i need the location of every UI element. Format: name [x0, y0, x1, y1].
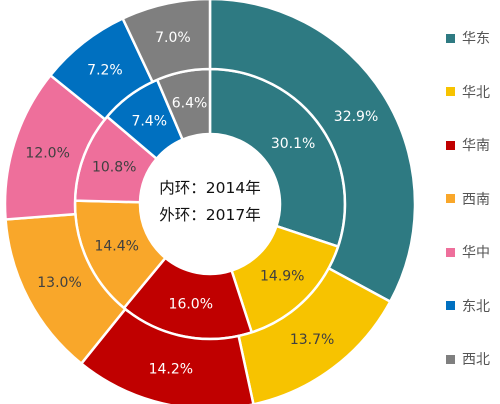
inner-ring-label-5: 10.8% — [92, 159, 136, 175]
inner-ring-label-6: 7.4% — [131, 113, 167, 129]
legend-label: 西南 — [462, 191, 490, 208]
legend-label: 华南 — [462, 138, 490, 154]
outer-ring-label-5: 12.0% — [25, 146, 69, 162]
legend-swatch — [446, 140, 455, 150]
legend-label: 华东 — [462, 31, 490, 47]
inner-ring-label-3: 16.0% — [169, 297, 213, 313]
legend-swatch — [446, 354, 455, 364]
inner-ring-label-1: 30.1% — [271, 136, 315, 152]
legend-item-5: 华中 — [446, 242, 500, 262]
legend-label: 西北 — [462, 352, 490, 368]
outer-ring-label-6: 7.2% — [87, 62, 123, 78]
slice-group — [3, 0, 417, 404]
legend-swatch — [446, 301, 455, 310]
outer-ring-label-7: 7.0% — [155, 30, 191, 46]
nested-donut-chart: 30.1% 14.9% 16.0% 14.4% 10.8% 7.4% 6.4% 32.9% 13… — [3, 0, 417, 404]
outer-ring-label-4: 13.0% — [37, 275, 81, 291]
legend-item-1: 华东 — [446, 28, 500, 48]
outer-ring-slice-7 — [121, 0, 212, 84]
inner-ring-label-4: 14.4% — [94, 238, 138, 254]
legend-label: 华北 — [462, 84, 490, 101]
legend-swatch — [446, 247, 455, 257]
outer-ring-slice-1 — [208, 0, 417, 304]
outer-ring-label-3: 14.2% — [149, 361, 193, 377]
center-label-inner-ring: 内环：2014年 — [159, 179, 260, 197]
legend: 华东华北华南西南华中东北西北 — [446, 28, 500, 403]
legend-item-6: 东北 — [446, 296, 500, 316]
outer-ring-label-2: 13.7% — [290, 332, 334, 348]
inner-ring-label-7: 6.4% — [172, 96, 208, 112]
legend-swatch — [446, 194, 455, 203]
legend-label: 东北 — [462, 298, 490, 315]
legend-swatch — [446, 33, 455, 43]
outer-ring-label-1: 32.9% — [334, 109, 378, 125]
legend-item-4: 西南 — [446, 189, 500, 209]
outer-ring-slice-2 — [237, 266, 392, 404]
center-label-outer-ring: 外环：2017年 — [159, 206, 260, 224]
legend-label: 华中 — [462, 245, 490, 261]
legend-item-3: 华南 — [446, 135, 500, 155]
label-group: 30.1% 14.9% 16.0% 14.4% 10.8% 7.4% 6.4% 32.9% 13… — [25, 30, 378, 377]
inner-ring-label-2: 14.9% — [260, 269, 304, 285]
legend-swatch — [446, 87, 455, 96]
legend-item-2: 华北 — [446, 82, 500, 102]
legend-item-7: 西北 — [446, 349, 500, 369]
